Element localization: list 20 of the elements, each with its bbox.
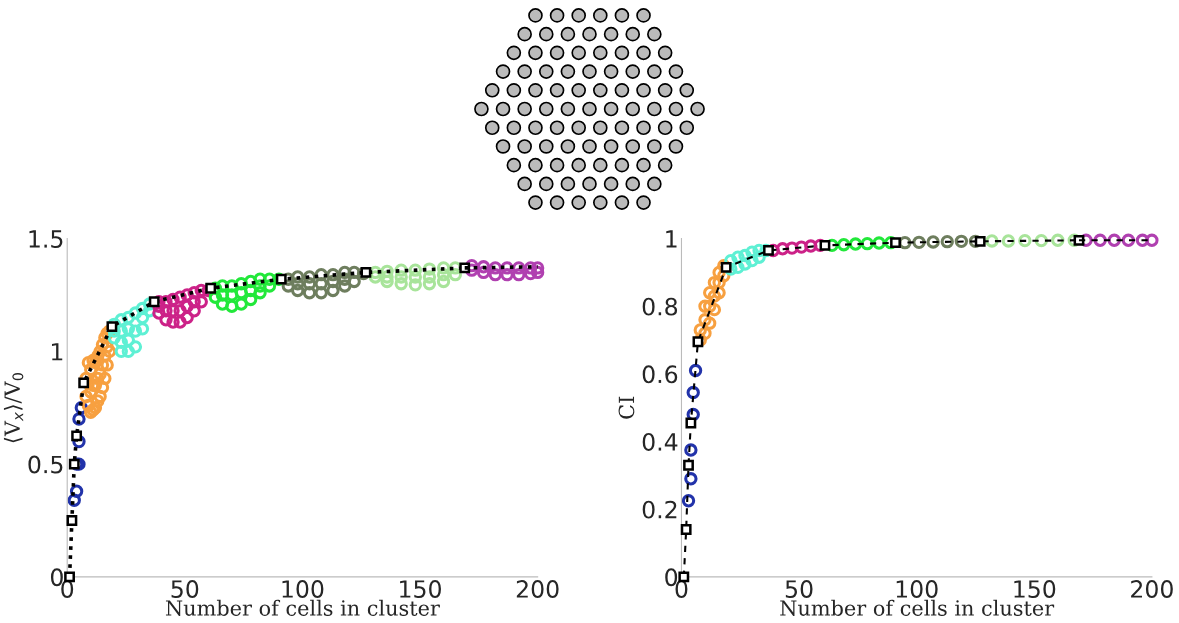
y-axis-title: CI — [618, 396, 635, 419]
y-tick-label: 0.6 — [642, 365, 678, 384]
y-tick-label: 0.8 — [642, 297, 678, 316]
x-tick-label: 100 — [896, 580, 938, 598]
y-tick-label: 1 — [52, 343, 63, 361]
y-tick-label: 1.5 — [29, 230, 63, 248]
x-tick-label: 150 — [1014, 580, 1056, 598]
y-tick-label: 0.2 — [642, 500, 677, 519]
y-tick-label: 1 — [666, 230, 677, 248]
x-tick-label: 200 — [1131, 580, 1173, 598]
x-axis-title: Number of cells in cluster — [165, 599, 440, 616]
y-tick-label: 0.4 — [642, 433, 678, 451]
x-tick-label: 100 — [282, 580, 324, 598]
x-tick-label: 50 — [785, 580, 813, 598]
y-axis-title: ⟨V$_{x}$⟩/V$_{0}$ — [3, 372, 24, 443]
x-tick-label: 50 — [171, 580, 199, 598]
x-axis-title: Number of cells in cluster — [780, 599, 1055, 616]
y-tick-label: 0.5 — [28, 455, 63, 474]
x-tick-label: 200 — [516, 580, 559, 598]
x-tick-label: 150 — [400, 580, 441, 598]
